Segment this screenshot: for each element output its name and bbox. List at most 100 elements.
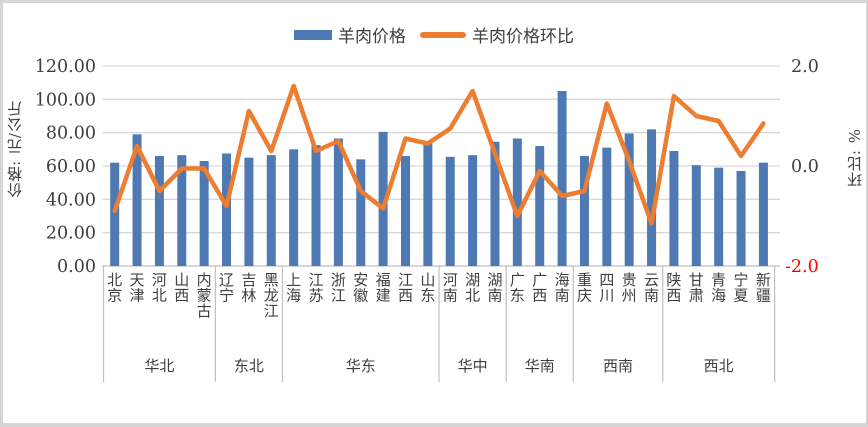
price-bar[interactable] <box>736 171 746 266</box>
price-bar[interactable] <box>400 156 410 266</box>
svg-text:-2.0: -2.0 <box>785 257 819 277</box>
price-bar[interactable] <box>378 131 388 266</box>
svg-text:东北: 东北 <box>234 357 264 375</box>
svg-text:北: 北 <box>107 271 122 289</box>
price-bar[interactable] <box>579 156 589 266</box>
price-bar[interactable] <box>177 155 187 266</box>
price-bar[interactable] <box>244 157 254 266</box>
svg-text:肃: 肃 <box>689 287 704 305</box>
svg-text:江: 江 <box>398 271 413 289</box>
category-label: 甘肃 <box>689 271 704 305</box>
price-bar[interactable] <box>758 162 768 266</box>
legend-item-price[interactable]: 羊肉价格 <box>294 22 406 47</box>
category-label: 江西 <box>398 271 413 305</box>
svg-text:南: 南 <box>555 287 570 305</box>
price-bar[interactable] <box>691 165 701 266</box>
category-label: 湖南 <box>487 271 502 305</box>
price-bar[interactable] <box>266 155 276 266</box>
svg-text:江: 江 <box>331 287 346 305</box>
svg-text:黑: 黑 <box>264 271 279 289</box>
category-labels: 北京天津河北山西内蒙古辽宁吉林黑龙江上海江苏浙江安徽福建江西山东河南湖北湖南广东… <box>107 271 771 320</box>
svg-text:南: 南 <box>487 287 502 305</box>
category-label: 重庆 <box>577 271 592 305</box>
category-label: 贵州 <box>622 271 637 305</box>
svg-text:川: 川 <box>599 287 614 305</box>
price-bar[interactable] <box>490 141 500 266</box>
svg-text:新: 新 <box>756 271 771 289</box>
svg-text:海: 海 <box>711 287 726 305</box>
svg-text:0.00: 0.00 <box>57 257 96 277</box>
category-label: 吉林 <box>241 271 256 305</box>
price-bar[interactable] <box>445 156 455 266</box>
right-axis-tick-labels: 2.0 0.0 -2.0 <box>785 57 819 277</box>
line-swatch-icon <box>420 31 466 38</box>
price-bar[interactable] <box>199 161 209 266</box>
svg-text:广: 广 <box>532 271 547 289</box>
frame-border-right <box>866 0 868 427</box>
price-bar[interactable] <box>154 156 164 266</box>
svg-text:内: 内 <box>197 271 212 289</box>
price-bar[interactable] <box>714 167 724 266</box>
left-axis-title: 价格: 元/公斤 <box>6 100 24 198</box>
svg-text:0.0: 0.0 <box>791 157 819 177</box>
svg-text:120.00: 120.00 <box>35 57 96 77</box>
svg-text:龙: 龙 <box>264 287 279 305</box>
price-bar[interactable] <box>602 147 612 266</box>
bar-swatch-icon <box>294 29 332 40</box>
price-bars-series[interactable] <box>110 91 768 266</box>
price-bar[interactable] <box>132 134 142 266</box>
price-bar[interactable] <box>535 146 545 266</box>
category-label: 新疆 <box>756 271 771 305</box>
svg-text:宁: 宁 <box>219 287 234 305</box>
svg-text:山: 山 <box>174 271 189 289</box>
svg-text:四: 四 <box>599 271 614 289</box>
category-label: 福建 <box>376 271 391 305</box>
svg-text:浙: 浙 <box>331 271 346 289</box>
svg-text:福: 福 <box>376 271 391 289</box>
legend-item-mom[interactable]: 羊肉价格环比 <box>420 22 574 47</box>
svg-text:北: 北 <box>465 287 480 305</box>
price-bar[interactable] <box>289 149 299 266</box>
frame-border-bottom <box>0 423 868 427</box>
price-bar[interactable] <box>624 133 634 267</box>
svg-text:西: 西 <box>174 287 189 305</box>
price-bar[interactable] <box>512 138 522 267</box>
svg-text:徽: 徽 <box>353 287 368 305</box>
price-bar[interactable] <box>423 143 433 267</box>
svg-text:华中: 华中 <box>458 357 488 375</box>
category-label: 浙江 <box>331 271 346 305</box>
svg-text:青: 青 <box>711 271 726 289</box>
price-bar[interactable] <box>647 129 657 266</box>
category-label: 北京 <box>107 271 122 305</box>
category-label: 山西 <box>174 271 189 305</box>
svg-text:宁: 宁 <box>734 271 749 289</box>
svg-text:林: 林 <box>241 287 256 305</box>
price-bar[interactable] <box>557 91 567 266</box>
svg-text:吉: 吉 <box>241 271 256 289</box>
svg-text:北: 北 <box>152 287 167 305</box>
svg-text:广: 广 <box>510 271 525 289</box>
price-bar[interactable] <box>110 162 120 266</box>
category-label: 江苏 <box>309 271 324 305</box>
svg-text:华南: 华南 <box>525 357 555 375</box>
chart-legend: 羊肉价格 羊肉价格环比 <box>294 22 574 47</box>
svg-text:2.0: 2.0 <box>791 57 819 77</box>
svg-text:20.00: 20.00 <box>46 224 96 244</box>
svg-text:辽: 辽 <box>219 271 234 289</box>
svg-text:海: 海 <box>286 287 301 305</box>
price-bar[interactable] <box>468 155 478 266</box>
legend-label-price: 羊肉价格 <box>338 27 406 47</box>
price-bar[interactable] <box>333 138 343 267</box>
price-bar[interactable] <box>669 151 679 266</box>
price-bar[interactable] <box>222 153 232 267</box>
price-bar[interactable] <box>356 159 366 266</box>
price-bar[interactable] <box>311 145 321 266</box>
category-label: 上海 <box>286 271 301 305</box>
svg-text:上: 上 <box>286 271 301 289</box>
svg-text:贵: 贵 <box>622 271 637 289</box>
svg-text:60.00: 60.00 <box>46 157 96 177</box>
mom-line-series[interactable] <box>112 83 766 226</box>
svg-text:西: 西 <box>398 287 413 305</box>
svg-text:东: 东 <box>420 287 435 305</box>
